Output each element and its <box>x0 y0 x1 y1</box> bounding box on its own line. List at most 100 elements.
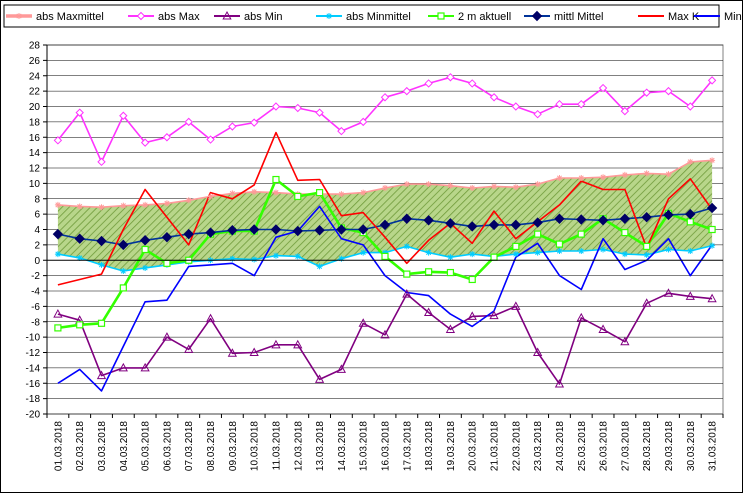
point-abs-maxmittel <box>512 184 519 191</box>
point-abs-max <box>162 133 172 142</box>
legend-swatch-marker <box>531 10 543 22</box>
x-tick-label: 09.03.2018 <box>228 421 239 471</box>
point-mittl-mittel-shape <box>336 224 347 235</box>
point-2-m-aktuell <box>97 319 106 327</box>
point-abs-min <box>467 311 477 320</box>
point-abs-maxmittel <box>207 193 214 200</box>
x-tick-label: 24.03.2018 <box>555 421 566 471</box>
point-abs-maxmittel <box>403 181 410 188</box>
point-abs-max-shape <box>97 157 106 167</box>
y-tick-label: 14 <box>29 148 41 159</box>
point-abs-min-shape <box>96 370 107 380</box>
point-2-m-aktuell <box>163 259 171 267</box>
x-tick-label: 30.03.2018 <box>686 421 697 471</box>
point-2-m-aktuell-shape <box>294 192 302 201</box>
point-mittl-mittel <box>183 228 194 240</box>
point-mittl-mittel <box>488 219 500 231</box>
x-tick-label: 07.03.2018 <box>184 421 195 471</box>
point-mittl-mittel-shape <box>227 225 238 236</box>
point-2-m-aktuell <box>315 189 324 197</box>
y-tick-label: -6 <box>31 302 40 313</box>
point-2-m-aktuell <box>76 321 84 329</box>
point-abs-max <box>424 79 433 88</box>
point-abs-maxmittel <box>272 189 279 196</box>
legend-swatch-marker-shape <box>136 11 146 21</box>
point-abs-maxmittel <box>534 181 541 188</box>
point-abs-min <box>511 301 521 310</box>
point-2-m-aktuell <box>555 240 564 248</box>
point-abs-max <box>577 99 586 109</box>
point-mittl-mittel <box>161 231 173 243</box>
point-abs-minmittel-shape <box>665 246 672 253</box>
point-abs-min-shape <box>489 310 499 320</box>
y-tick-label: -20 <box>26 410 41 421</box>
point-abs-min-shape <box>445 324 456 333</box>
point-mittl-mittel <box>445 218 456 229</box>
point-abs-min <box>663 288 674 297</box>
point-mittl-mittel <box>227 225 238 236</box>
point-abs-min <box>336 364 347 373</box>
point-mittl-mittel <box>685 208 696 220</box>
point-abs-minmittel <box>447 254 454 261</box>
point-abs-max <box>642 88 651 97</box>
point-abs-min-shape <box>663 288 674 297</box>
point-abs-max-shape <box>620 106 630 116</box>
point-abs-min-shape <box>511 301 521 310</box>
point-abs-min-shape <box>533 347 543 356</box>
x-tick-label: 14.03.2018 <box>337 421 348 471</box>
x-tick-label: 11.03.2018 <box>271 421 282 471</box>
x-tick-label: 25.03.2018 <box>577 421 588 471</box>
legend-swatch-marker-shape <box>222 10 232 20</box>
point-abs-minmittel <box>621 251 628 258</box>
point-mittl-mittel <box>96 235 107 247</box>
point-2-m-aktuell <box>54 324 62 332</box>
point-mittl-mittel <box>510 219 522 231</box>
point-abs-min-shape <box>293 339 303 349</box>
point-abs-max-shape <box>184 117 193 127</box>
point-abs-min-shape <box>53 309 63 318</box>
point-mittl-mittel-shape <box>597 215 609 226</box>
point-abs-max-shape <box>162 133 172 142</box>
point-mittl-mittel-shape <box>510 219 522 231</box>
point-mittl-mittel-shape <box>74 233 85 244</box>
point-abs-max-shape <box>664 86 673 96</box>
y-tick-label: 16 <box>29 133 41 144</box>
point-abs-minmittel-shape <box>534 249 541 256</box>
point-abs-maxmittel-shape <box>578 174 585 181</box>
y-tick-label: 4 <box>34 225 40 236</box>
y-tick-label: -10 <box>26 333 41 344</box>
point-abs-min-shape <box>140 362 150 372</box>
point-2-m-aktuell <box>468 275 476 284</box>
legend-item-abs-min: abs Min <box>214 10 283 23</box>
point-abs-max-shape <box>402 86 412 96</box>
point-2-m-aktuell <box>272 175 280 184</box>
point-abs-min-shape <box>249 347 259 356</box>
legend: abs Maxmittel abs Max abs Min abs Minmittel… <box>3 4 743 28</box>
point-abs-maxmittel-shape <box>338 191 345 198</box>
point-abs-max <box>620 106 630 116</box>
point-abs-minmittel-shape <box>54 251 61 258</box>
point-mittl-mittel-shape <box>183 228 194 240</box>
x-tick-label: 08.03.2018 <box>206 421 217 471</box>
point-abs-min <box>554 378 565 388</box>
point-abs-max-shape <box>315 108 324 117</box>
point-abs-maxmittel-shape <box>382 184 388 191</box>
y-tick-label: 26 <box>29 56 41 67</box>
point-abs-max-shape <box>533 109 542 119</box>
legend-swatch-marker-shape <box>326 13 332 19</box>
point-abs-max <box>228 122 237 131</box>
point-2-m-aktuell-shape <box>403 270 411 278</box>
point-abs-min <box>271 339 281 349</box>
point-2-m-aktuell-shape <box>163 259 171 267</box>
point-abs-max <box>511 102 521 111</box>
point-abs-minmittel-shape <box>142 264 149 271</box>
point-abs-maxmittel <box>185 197 192 204</box>
point-abs-min <box>533 347 543 356</box>
y-tick-label: 20 <box>29 102 41 113</box>
point-mittl-mittel-shape <box>685 208 696 220</box>
point-mittl-mittel-shape <box>554 213 565 224</box>
point-abs-maxmittel-shape <box>512 184 519 191</box>
point-abs-minmittel-shape <box>120 268 127 275</box>
point-abs-min-shape <box>598 324 608 333</box>
